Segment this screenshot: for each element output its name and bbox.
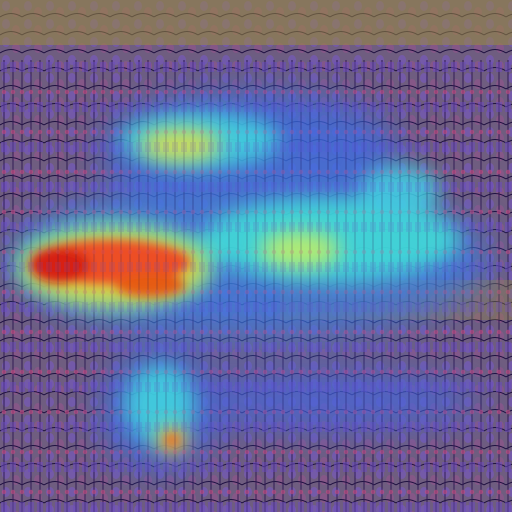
spear-overlay bbox=[0, 60, 512, 512]
olive-top bbox=[0, 0, 512, 45]
